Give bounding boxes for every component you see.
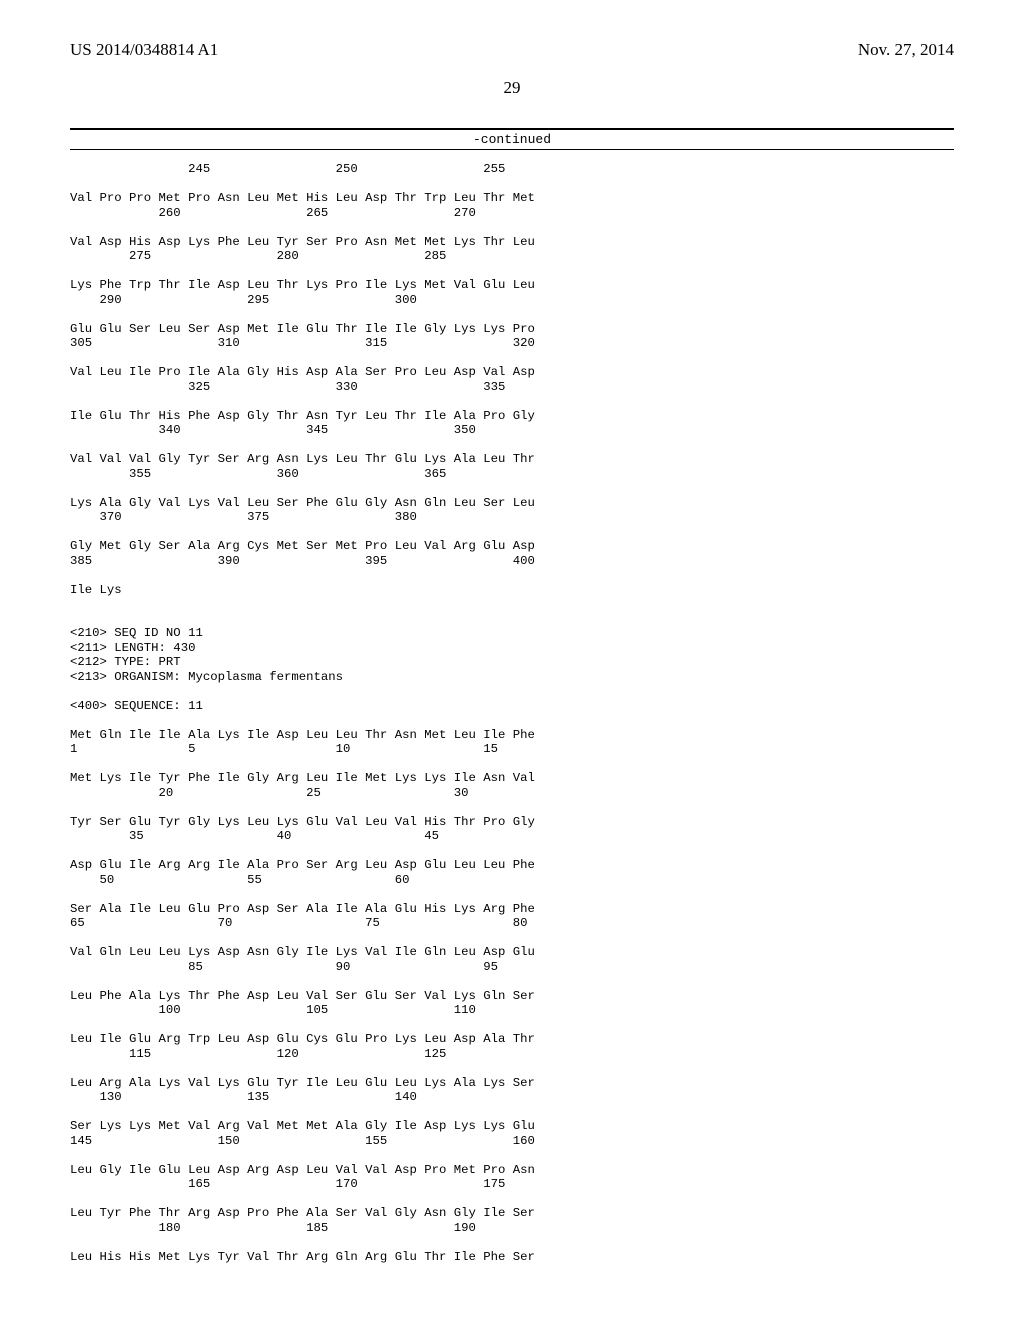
page-number: 29 xyxy=(70,78,954,98)
publication-number: US 2014/0348814 A1 xyxy=(70,40,218,60)
header-rule-top xyxy=(70,128,954,130)
header-rule-bottom xyxy=(70,149,954,150)
header-row: US 2014/0348814 A1 Nov. 27, 2014 xyxy=(70,40,954,60)
continued-label: -continued xyxy=(70,132,954,147)
page-container: US 2014/0348814 A1 Nov. 27, 2014 29 -con… xyxy=(0,0,1024,1337)
sequence-listing: 245 250 255 Val Pro Pro Met Pro Asn Leu … xyxy=(70,162,954,1264)
publication-date: Nov. 27, 2014 xyxy=(858,40,954,60)
